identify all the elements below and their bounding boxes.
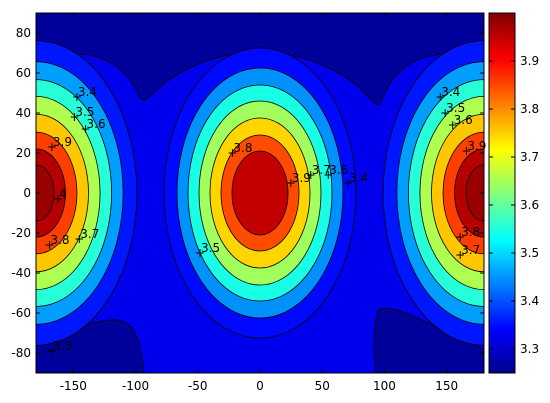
y-tick-label: 40 <box>16 106 31 120</box>
colorbar-tick-label: 3.7 <box>520 150 539 164</box>
contour-marker: + <box>69 110 79 124</box>
contour-label: 3.5 <box>75 105 94 119</box>
contour-label: 3.8 <box>50 233 69 247</box>
contour-label: 3.4 <box>441 85 460 99</box>
y-tick-label: -20 <box>11 226 31 240</box>
x-tick-label: 100 <box>373 379 396 393</box>
contour-marker: + <box>53 192 63 206</box>
colorbar: 3.3 3.4 3.5 3.6 3.7 3.8 3.9 <box>488 12 539 374</box>
contour-marker: + <box>448 118 458 132</box>
contour-label: 3.8 <box>233 141 252 155</box>
x-tick-label: 0 <box>256 379 264 393</box>
colorbar-tick-label: 3.4 <box>520 294 539 308</box>
contour-marker: + <box>72 90 82 104</box>
contour-label: 3.5 <box>201 241 220 255</box>
contour-band-peak <box>36 164 55 222</box>
y-tick-label: -60 <box>11 306 31 320</box>
y-tick-label: 80 <box>16 26 31 40</box>
contour-marker: + <box>323 168 333 182</box>
contour-marker: + <box>306 168 316 182</box>
colorbar-tick-label: 3.5 <box>520 246 539 260</box>
y-tick-label: -80 <box>11 346 31 360</box>
y-axis: 80 60 40 20 0 -20 -40 -60 -80 <box>11 26 484 360</box>
x-tick-label: -150 <box>60 379 87 393</box>
plot-area: +3.4+3.5+3.6+3.9+4+3.8 +3.7+3.3+3.8+3.9+3… <box>11 12 486 393</box>
x-tick-label: -50 <box>188 379 208 393</box>
x-tick-label: 50 <box>315 379 330 393</box>
contour-label: 4 <box>59 187 67 201</box>
contour-label: 3.5 <box>446 101 465 115</box>
contour-marker: + <box>343 176 353 190</box>
colorbar-gradient <box>488 12 516 374</box>
colorbar-tick-label: 3.9 <box>520 54 539 68</box>
y-tick-label: 60 <box>16 66 31 80</box>
contour-marker: + <box>461 144 471 158</box>
contour-label: 3.7 <box>80 227 99 241</box>
contour-marker: + <box>286 176 296 190</box>
y-tick-label: 20 <box>16 146 31 160</box>
colorbar-tick-label: 3.3 <box>520 342 539 356</box>
contour-label: 3.9 <box>467 139 486 153</box>
contour-marker: + <box>455 230 465 244</box>
contour-label: 3.6 <box>329 163 348 177</box>
contour-marker: + <box>81 122 91 136</box>
contour-labels: +3.4+3.5+3.6+3.9+4+3.8 +3.7+3.3+3.8+3.9+3… <box>44 85 486 358</box>
colorbar-tick-label: 3.6 <box>520 198 539 212</box>
contour-band-peak <box>465 164 484 222</box>
contour-band <box>231 150 289 236</box>
contour-marker: + <box>47 140 57 154</box>
x-axis: -150 -100 -50 0 50 100 150 <box>60 13 458 393</box>
contour-label: 3.9 <box>292 171 311 185</box>
contour-marker: + <box>47 344 57 358</box>
contour-marker: + <box>227 146 237 160</box>
contour-marker: + <box>435 90 445 104</box>
colorbar-ticks: 3.3 3.4 3.5 3.6 3.7 3.8 3.9 <box>489 54 539 356</box>
contour-label: 3.6 <box>87 117 106 131</box>
contour-label: 3.8 <box>461 225 480 239</box>
contour-marker: + <box>440 106 450 120</box>
x-tick-label: 150 <box>435 379 458 393</box>
contour-label: 3.4 <box>349 171 368 185</box>
contour-marker: + <box>455 248 465 262</box>
contour-label: 3.3 <box>53 339 72 353</box>
contour-marker: + <box>74 232 84 246</box>
contour-label: 3.9 <box>53 135 72 149</box>
contour-label: 3.7 <box>461 243 480 257</box>
y-tick-label: -40 <box>11 266 31 280</box>
contour-label: 3.7 <box>312 163 331 177</box>
contour-label: 3.4 <box>78 85 97 99</box>
y-tick-label: 0 <box>23 186 31 200</box>
contour-fills <box>36 13 484 373</box>
contour-marker: + <box>44 238 54 252</box>
colorbar-tick-label: 3.8 <box>520 102 539 116</box>
x-tick-label: -100 <box>122 379 149 393</box>
contour-label: 3.6 <box>454 113 473 127</box>
contour-marker: + <box>195 246 205 260</box>
